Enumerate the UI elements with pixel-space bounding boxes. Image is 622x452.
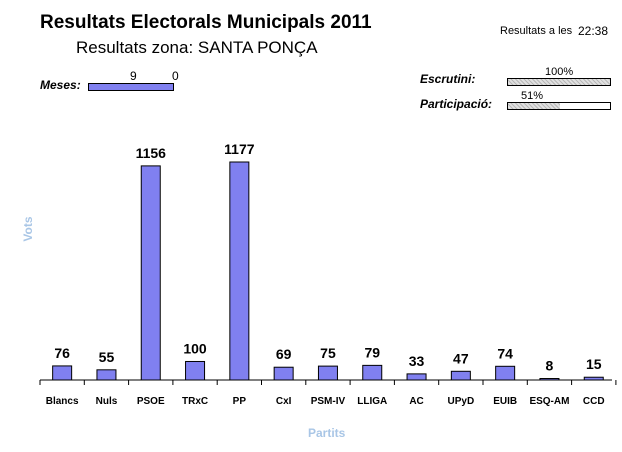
escrutini-label: Escrutini: bbox=[420, 72, 476, 86]
bar-ac bbox=[406, 373, 427, 381]
value-label-nuls: 55 bbox=[99, 349, 115, 365]
meses-value-b: 0 bbox=[172, 69, 179, 83]
value-label-psm-iv: 75 bbox=[320, 345, 336, 361]
category-label-psm-iv: PSM-IV bbox=[311, 396, 346, 407]
bar-psm-iv bbox=[317, 365, 338, 381]
category-label-trxc: TRxC bbox=[182, 396, 208, 407]
page-title: Resultats Electorals Municipals 2011 bbox=[40, 12, 372, 33]
bar-blancs bbox=[52, 365, 73, 381]
category-label-blancs: Blancs bbox=[46, 396, 79, 407]
category-label-nuls: Nuls bbox=[96, 396, 118, 407]
x-axis-label: Partits bbox=[308, 426, 346, 440]
value-label-euib: 74 bbox=[497, 345, 513, 361]
value-label-lliga: 79 bbox=[364, 344, 380, 360]
bar-upyd bbox=[450, 370, 471, 381]
category-label-upyd: UPyD bbox=[448, 396, 475, 407]
escrutini-progress-bar bbox=[507, 78, 611, 86]
participacio-progress-bar bbox=[507, 102, 611, 110]
category-label-cxi: CxI bbox=[276, 396, 292, 407]
meses-value-a: 9 bbox=[130, 69, 137, 83]
category-label-esq-am: ESQ-AM bbox=[529, 396, 569, 407]
bar-lliga bbox=[362, 364, 383, 381]
participacio-label: Participació: bbox=[420, 97, 493, 111]
bar-esq-am bbox=[539, 378, 560, 381]
participacio-progress-fill bbox=[508, 103, 561, 109]
bar-pp bbox=[229, 161, 250, 381]
value-label-cxi: 69 bbox=[276, 346, 292, 362]
meses-label: Meses: bbox=[40, 78, 81, 92]
category-label-lliga: LLIGA bbox=[357, 396, 387, 407]
value-label-trxc: 100 bbox=[183, 340, 207, 356]
escrutini-progress-fill bbox=[508, 79, 610, 85]
escrutini-percent: 100% bbox=[545, 66, 574, 78]
bar-nuls bbox=[96, 369, 117, 381]
value-label-psoe: 1156 bbox=[136, 145, 167, 161]
bar-trxc bbox=[185, 360, 206, 381]
category-label-ccd: CCD bbox=[583, 396, 605, 407]
category-label-psoe: PSOE bbox=[137, 396, 165, 407]
page-subtitle: Resultats zona: SANTA PONÇA bbox=[76, 38, 318, 57]
value-label-esq-am: 8 bbox=[546, 358, 554, 374]
value-label-ac: 33 bbox=[409, 353, 425, 369]
category-label-pp: PP bbox=[233, 396, 247, 407]
bar-euib bbox=[495, 365, 516, 381]
bar-psoe bbox=[140, 165, 161, 381]
bar-ccd bbox=[583, 376, 604, 381]
results-time-value: 22:38 bbox=[578, 24, 609, 38]
results-time-label: Resultats a les bbox=[500, 25, 573, 37]
bar-cxi bbox=[273, 366, 294, 381]
category-label-euib: EUIB bbox=[493, 396, 517, 407]
category-label-ac: AC bbox=[409, 396, 423, 407]
meses-bar bbox=[88, 83, 174, 91]
value-label-pp: 1177 bbox=[224, 141, 255, 157]
value-label-blancs: 76 bbox=[54, 345, 70, 361]
participacio-percent: 51% bbox=[521, 90, 544, 102]
value-label-upyd: 47 bbox=[453, 350, 469, 366]
value-label-ccd: 15 bbox=[586, 356, 602, 372]
